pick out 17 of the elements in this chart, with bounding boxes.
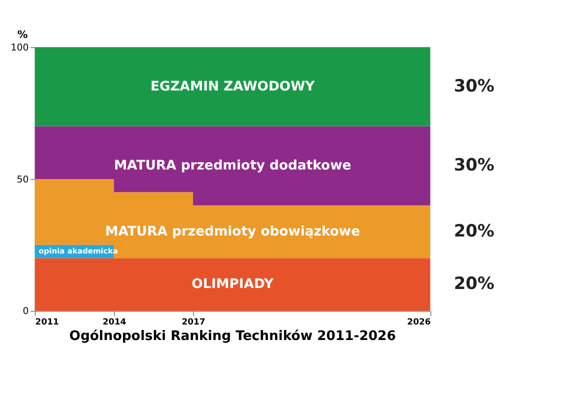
y-tick-label: 100 — [10, 42, 29, 54]
data-label: 20% — [454, 273, 494, 294]
y-tick-label: 0 — [22, 306, 29, 318]
text: Ogólnopolski Ranking Techników 2011-2026 — [69, 329, 396, 344]
x-tick-label: 2011 — [35, 316, 59, 326]
x-tick-label: 2014 — [102, 316, 126, 326]
x-tick-label: 2017 — [182, 316, 206, 326]
y-tick-label: 50 — [16, 174, 29, 186]
series-label: OLIMPIADY — [192, 277, 274, 292]
data-label: 30% — [454, 75, 494, 96]
data-label: 20% — [454, 220, 494, 240]
series-label: MATURA przedmioty obowiązkowe — [105, 224, 360, 240]
x-tick-label: 2026 — [407, 316, 431, 326]
series-label: EGZAMIN ZAWODOWY — [150, 79, 316, 94]
series-label: MATURA przedmioty dodatkowe — [114, 158, 352, 174]
data-label: 30% — [454, 154, 494, 175]
y-axis-title: % — [17, 29, 28, 42]
